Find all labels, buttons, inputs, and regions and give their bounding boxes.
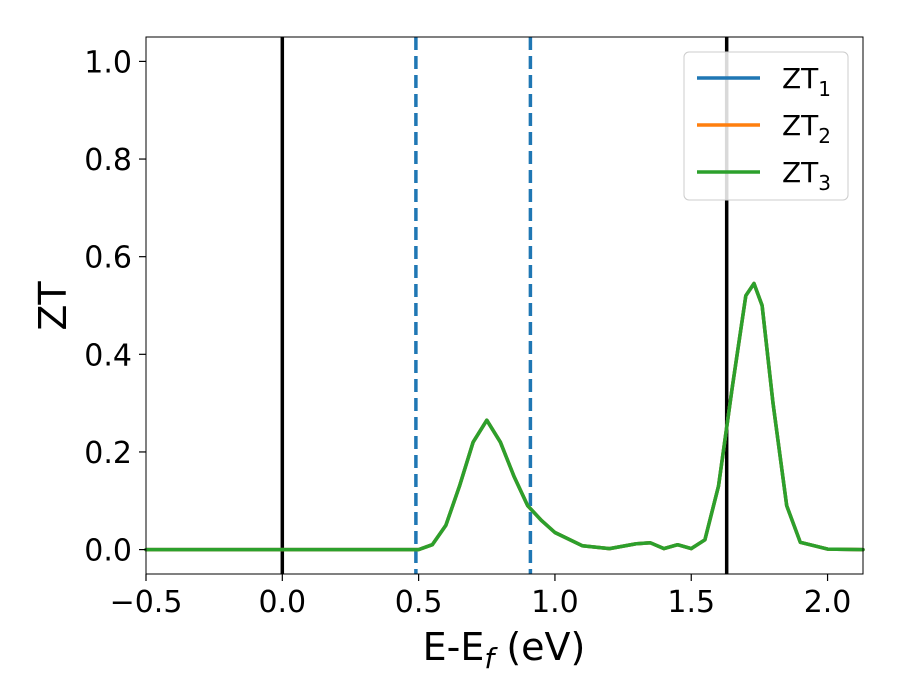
- legend-label-zt1: ZT1: [782, 62, 831, 101]
- y-tick-label: 0.8: [84, 143, 132, 178]
- y-tick-label: 0.2: [84, 436, 132, 471]
- y-axis-title: ZT: [31, 281, 75, 331]
- y-tick-label: 0.6: [84, 241, 132, 276]
- x-tick-label: 2.0: [804, 585, 852, 620]
- legend-label-zt2: ZT2: [782, 109, 831, 148]
- x-axis: −0.5 0.0 0.5 1.0 1.5 2.0: [110, 574, 852, 620]
- legend-box: [683, 51, 849, 201]
- y-tick-label: 0.0: [84, 534, 132, 569]
- y-tick-label: 0.4: [84, 338, 132, 373]
- x-tick-label: 1.5: [667, 585, 715, 620]
- x-tick-label: 0.0: [258, 585, 306, 620]
- plot-frame: [145, 36, 864, 575]
- x-tick-label: −0.5: [110, 585, 183, 620]
- y-axis: 0.0 0.2 0.4 0.6 0.8 1.0: [84, 45, 146, 569]
- legend: ZT1 ZT2 ZT3: [683, 51, 849, 201]
- series-lines: [144, 281, 865, 552]
- y-tick-label: 1.0: [84, 45, 132, 80]
- x-tick-label: 0.5: [395, 585, 443, 620]
- legend-label-zt3: ZT3: [782, 156, 831, 195]
- x-axis-title: E-Ef (eV): [423, 625, 586, 675]
- series-line-zt3: [144, 281, 865, 552]
- x-tick-label: 1.0: [531, 585, 579, 620]
